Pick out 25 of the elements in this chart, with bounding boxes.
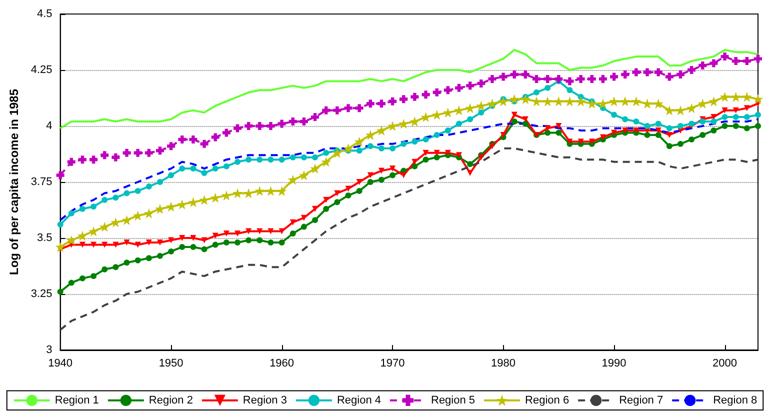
y-tick-label: 3.75 — [30, 176, 52, 188]
line-series — [59, 147, 759, 331]
y-axis-title: Log of per capita income in 1985 — [7, 88, 21, 276]
y-tick-label: 3.5 — [37, 232, 52, 244]
x-tick-label: 1990 — [602, 358, 626, 370]
y-tick-label: 3.25 — [30, 288, 52, 300]
x-tick-label: 1960 — [270, 358, 294, 370]
legend-label: Region 3 — [242, 394, 287, 406]
x-tick-label: 1970 — [380, 358, 405, 370]
y-tick-label: 4.5 — [37, 8, 52, 20]
y-tick-label: 4 — [46, 120, 52, 132]
x-tick-label: 1940 — [48, 358, 73, 370]
y-tick-label: 3 — [46, 344, 52, 356]
legend-label: Region 1 — [54, 394, 99, 406]
legend-label: Region 7 — [619, 394, 664, 406]
legend-label: Region 4 — [336, 394, 382, 406]
legend-label: Region 2 — [148, 394, 193, 406]
legend-label: Region 6 — [525, 394, 570, 406]
x-tick-label: 1980 — [491, 358, 516, 370]
line-series — [59, 118, 759, 222]
legend-label: Region 8 — [713, 394, 758, 406]
y-tick-label: 4.25 — [30, 64, 52, 76]
x-tick-label: 1950 — [158, 358, 184, 370]
legend-label: Region 5 — [431, 394, 476, 406]
x-tick-label: 2000 — [712, 358, 738, 370]
